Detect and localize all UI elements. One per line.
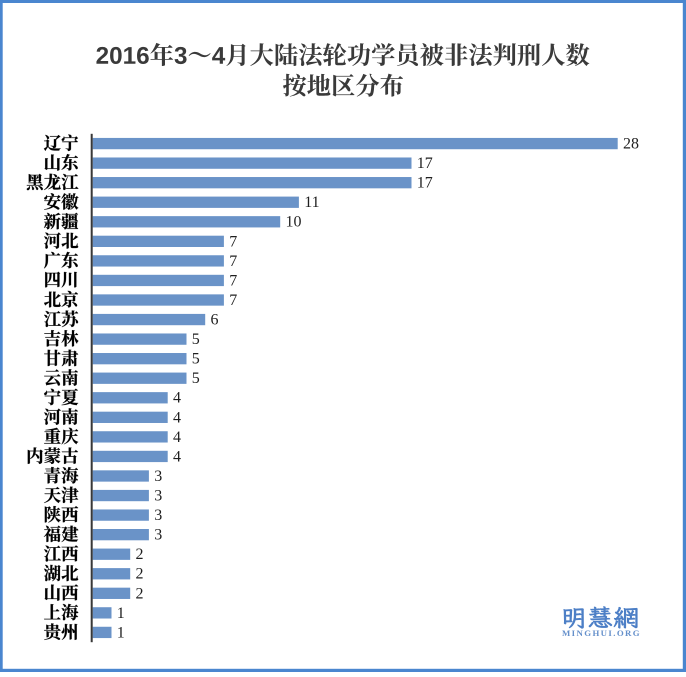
svg-text:3: 3: [154, 488, 162, 505]
svg-text:4: 4: [173, 429, 181, 446]
svg-text:17: 17: [417, 175, 433, 192]
svg-text:2: 2: [136, 566, 144, 583]
svg-text:28: 28: [623, 136, 639, 153]
svg-text:4: 4: [173, 409, 181, 426]
svg-text:7: 7: [229, 272, 237, 289]
svg-text:3: 3: [154, 468, 162, 485]
svg-text:7: 7: [229, 233, 237, 250]
svg-text:10: 10: [286, 214, 302, 231]
svg-text:17: 17: [417, 155, 433, 172]
svg-text:4: 4: [173, 390, 181, 407]
svg-text:11: 11: [304, 194, 319, 211]
svg-text:5: 5: [192, 331, 200, 348]
svg-text:7: 7: [229, 292, 237, 309]
svg-text:1: 1: [117, 605, 125, 622]
svg-text:2: 2: [136, 585, 144, 602]
svg-text:1: 1: [117, 624, 125, 641]
svg-text:2: 2: [136, 546, 144, 563]
svg-text:3: 3: [154, 507, 162, 524]
svg-text:5: 5: [192, 370, 200, 387]
svg-text:7: 7: [229, 253, 237, 270]
svg-text:4: 4: [173, 448, 181, 465]
svg-text:5: 5: [192, 351, 200, 368]
svg-text:3: 3: [154, 527, 162, 544]
svg-text:6: 6: [211, 312, 219, 329]
svg-text:MINGHUI.ORG: MINGHUI.ORG: [562, 628, 640, 638]
